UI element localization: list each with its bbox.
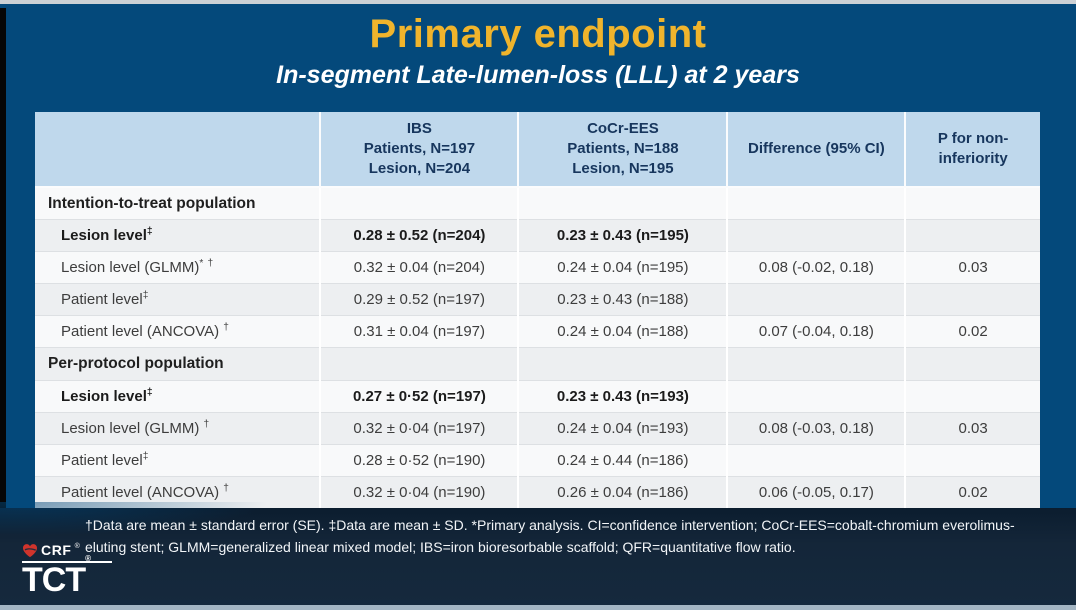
cell-difference: 0.07 (-0.04, 0.18) (727, 315, 907, 349)
crf-label: CRF (41, 542, 72, 558)
row-label: Lesion level (GLMM)* † (35, 251, 322, 285)
cell-p-value: 0.03 (905, 251, 1040, 285)
row-label: Lesion level‡ (35, 380, 322, 413)
row-label: Lesion level‡ (35, 219, 322, 253)
table-header: IBS Patients, N=197 Lesion, N=204 CoCr-EES P… (35, 112, 1040, 188)
cell-cocr-ees: 0.24 ± 0.04 (n=188) (518, 315, 729, 349)
slide-top-edge (0, 0, 1076, 4)
cell-cocr-ees: 0.24 ± 0.44 (n=186) (518, 444, 729, 477)
row-label: Patient level (ANCOVA) † (35, 476, 322, 508)
table-row: Patient level (ANCOVA) † 0.31 ± 0.04 (n=1… (35, 315, 1040, 349)
column-header-difference: Difference (95% CI) (727, 112, 907, 188)
cell-p-value (905, 380, 1040, 413)
crf-registered-mark: ® (74, 542, 80, 550)
cell-ibs: 0.32 ± 0.04 (n=204) (320, 251, 520, 285)
slide-subtitle: In-segment Late-lumen-loss (LLL) at 2 ye… (276, 61, 800, 89)
row-label: Per-protocol population (35, 347, 322, 381)
row-label: Lesion level (GLMM) † (35, 412, 322, 445)
section-row: Per-protocol population (35, 347, 1040, 381)
cell-ibs: 0.31 ± 0.04 (n=197) (320, 315, 520, 349)
cell-cocr-ees: 0.23 ± 0.43 (n=193) (518, 380, 729, 413)
table-row: Lesion level (GLMM)* † 0.32 ± 0.04 (n=204… (35, 251, 1040, 285)
tct-registered-mark: ® (85, 553, 91, 563)
column-header-cocr_ees: CoCr-EES Patients, N=188 Lesion, N=195 (518, 112, 729, 188)
cell-p-value (905, 444, 1040, 477)
crf-logo-row: CRF ® (22, 542, 112, 558)
row-label: Patient level‡ (35, 283, 322, 317)
column-header-p_noninferiority: P for non-inferiority (905, 112, 1040, 188)
cell-cocr-ees (518, 347, 729, 381)
cell-ibs: 0.32 ± 0·04 (n=190) (320, 476, 520, 508)
logo-divider (22, 561, 112, 563)
footnote: †Data are mean ± standard error (SE). ‡D… (85, 517, 1015, 555)
footer-band: †Data are mean ± standard error (SE). ‡D… (0, 502, 1076, 605)
crf-heart-icon (22, 543, 38, 558)
cell-ibs: 0.28 ± 0.52 (n=204) (320, 219, 520, 253)
cell-difference (727, 380, 907, 413)
table-header-row: IBS Patients, N=197 Lesion, N=204 CoCr-EES P… (35, 112, 1040, 188)
cell-difference (727, 283, 907, 317)
cell-ibs: 0.28 ± 0·52 (n=190) (320, 444, 520, 477)
results-table: IBS Patients, N=197 Lesion, N=204 CoCr-EES P… (35, 112, 1040, 508)
cell-cocr-ees: 0.24 ± 0.04 (n=195) (518, 251, 729, 285)
cell-ibs (320, 187, 520, 221)
table-row: Patient level‡ 0.28 ± 0·52 (n=190) 0.24 ± … (35, 444, 1040, 477)
slide-left-edge (0, 8, 6, 605)
column-header-row_label (35, 112, 322, 188)
table-row: Lesion level‡ 0.27 ± 0·52 (n=197) 0.23 ± 0… (35, 380, 1040, 413)
row-label: Patient level‡ (35, 444, 322, 477)
cell-cocr-ees (518, 187, 729, 221)
column-header-ibs: IBS Patients, N=197 Lesion, N=204 (320, 112, 520, 188)
row-label: Patient level (ANCOVA) † (35, 315, 322, 349)
section-row: Intention-to-treat population (35, 187, 1040, 221)
row-label: Intention-to-treat population (35, 187, 322, 221)
cell-cocr-ees: 0.24 ± 0.04 (n=193) (518, 412, 729, 445)
cell-p-value: 0.03 (905, 412, 1040, 445)
cell-cocr-ees: 0.26 ± 0.04 (n=186) (518, 476, 729, 508)
cell-difference: 0.08 (-0.02, 0.18) (727, 251, 907, 285)
cell-cocr-ees: 0.23 ± 0.43 (n=195) (518, 219, 729, 253)
cell-ibs: 0.32 ± 0·04 (n=197) (320, 412, 520, 445)
cell-p-value (905, 187, 1040, 221)
table-row: Patient level (ANCOVA) † 0.32 ± 0·04 (n=1… (35, 476, 1040, 508)
cell-difference: 0.08 (-0.03, 0.18) (727, 412, 907, 445)
cell-ibs (320, 347, 520, 381)
cell-p-value (905, 219, 1040, 253)
cell-p-value: 0.02 (905, 315, 1040, 349)
table-body: Intention-to-treat population Lesion leve… (35, 187, 1040, 508)
crf-tct-logo: CRF ® TCT® (22, 542, 112, 597)
cell-ibs: 0.29 ± 0.52 (n=197) (320, 283, 520, 317)
cell-difference (727, 187, 907, 221)
table-row: Patient level‡ 0.29 ± 0.52 (n=197) 0.23 ± … (35, 283, 1040, 317)
cell-ibs: 0.27 ± 0·52 (n=197) (320, 380, 520, 413)
cell-difference: 0.06 (-0.05, 0.17) (727, 476, 907, 508)
cell-p-value (905, 347, 1040, 381)
table-row: Lesion level (GLMM) † 0.32 ± 0·04 (n=197)… (35, 412, 1040, 445)
tct-logo-row: TCT® (22, 554, 112, 599)
cell-difference (727, 347, 907, 381)
table-row: Lesion level‡ 0.28 ± 0.52 (n=204) 0.23 ± 0… (35, 219, 1040, 253)
cell-p-value (905, 283, 1040, 317)
slide-title: Primary endpoint (369, 12, 707, 56)
cell-cocr-ees: 0.23 ± 0.43 (n=188) (518, 283, 729, 317)
slide-bottom-edge (0, 605, 1076, 610)
cell-difference (727, 219, 907, 253)
tct-label: TCT (22, 561, 86, 599)
cell-p-value: 0.02 (905, 476, 1040, 508)
cell-difference (727, 444, 907, 477)
